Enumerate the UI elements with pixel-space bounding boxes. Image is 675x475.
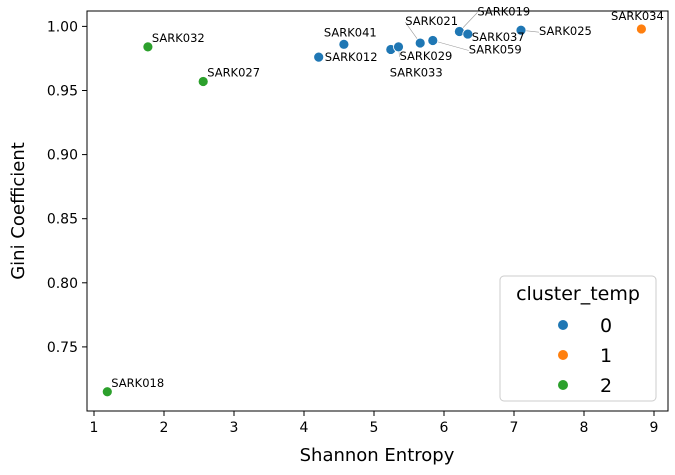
data-point-label: SARK019: [477, 5, 530, 19]
data-point-label: SARK059: [469, 42, 522, 56]
data-point-labels: SARK032 SARK027 SARK018 SARK041 SARK012 SARK0…: [111, 5, 664, 390]
x-tick-label: 5: [370, 420, 379, 436]
y-tick-label: 1.00: [47, 19, 78, 35]
data-points: [101, 23, 647, 398]
data-point: [427, 35, 439, 46]
data-point: [101, 386, 113, 398]
data-point-label: SARK041: [324, 25, 377, 39]
x-tick-label: 2: [160, 420, 169, 436]
data-point-label: SARK025: [539, 24, 592, 38]
x-tick-label: 1: [90, 420, 99, 436]
legend-marker: [558, 320, 568, 330]
x-tick-label: 4: [300, 420, 309, 436]
x-axis-title: Shannon Entropy: [300, 445, 455, 466]
legend-label: 0: [600, 315, 612, 337]
y-tick-label: 0.90: [47, 148, 78, 164]
data-point: [636, 23, 647, 35]
x-tick-label: 3: [230, 420, 239, 436]
y-tick-label: 0.85: [47, 212, 78, 228]
legend-label: 2: [600, 375, 612, 397]
legend-marker: [558, 350, 568, 360]
legend-label: 1: [600, 345, 612, 367]
legend-box: [499, 275, 657, 402]
data-point-label: SARK037: [472, 30, 525, 44]
data-point: [142, 41, 154, 53]
y-tick-label: 0.95: [47, 83, 78, 99]
x-tick-label: 9: [650, 420, 659, 436]
y-tick-label: 0.75: [47, 340, 78, 356]
data-point-label: SARK027: [207, 66, 260, 80]
legend: cluster_temp 0 1 2: [499, 275, 657, 402]
legend-title: cluster_temp: [516, 283, 640, 305]
data-point: [197, 76, 209, 87]
data-point: [313, 51, 325, 63]
y-axis: 0.75 0.80 0.85 0.90 0.95 1.00: [47, 19, 87, 356]
leader-line: [432, 40, 469, 51]
x-tick-label: 6: [440, 420, 449, 436]
legend-marker: [558, 380, 568, 390]
data-point: [393, 41, 404, 53]
x-tick-label: 8: [580, 420, 589, 436]
data-point: [462, 28, 474, 40]
data-point-label: SARK012: [325, 50, 378, 64]
data-point-label: SARK032: [152, 31, 205, 45]
y-axis-title: Gini Coefficient: [8, 142, 29, 280]
data-point: [414, 37, 426, 49]
data-point-label: SARK029: [400, 49, 453, 63]
x-axis: 1 2 3 4 5 6 7 8 9: [90, 411, 659, 436]
data-point-label: SARK033: [390, 65, 443, 79]
data-point-label: SARK034: [611, 9, 664, 23]
data-point: [338, 38, 350, 50]
data-point-label: SARK018: [111, 376, 164, 390]
y-tick-label: 0.80: [47, 276, 78, 292]
data-point-label: SARK021: [405, 14, 458, 28]
x-tick-label: 7: [510, 420, 519, 436]
data-point: [515, 24, 527, 36]
